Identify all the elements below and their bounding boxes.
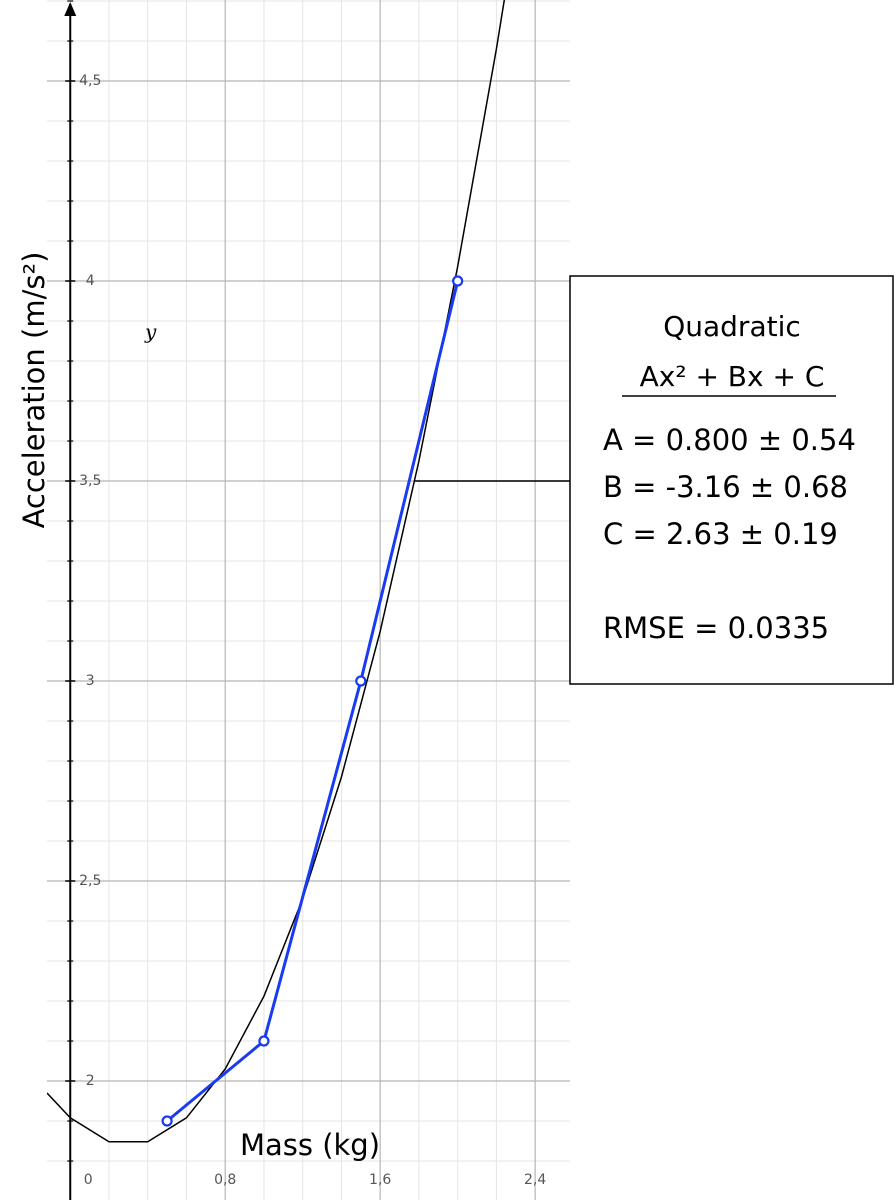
data-point <box>355 675 367 687</box>
y-axis-label: Acceleration (m/s²) <box>17 252 51 529</box>
y-tick-label: 3 <box>86 673 95 689</box>
callout-line: A = 0.800 ± 0.54 <box>603 423 856 457</box>
callout-box <box>569 275 894 685</box>
x-tick-label: 2,4 <box>524 1172 546 1188</box>
data-point <box>258 1035 270 1047</box>
axes: 0 0,8 1,6 2,4 2 2,5 3 3,5 4 4,5 <box>64 0 570 1200</box>
callout-formula: Ax² + Bx + C <box>640 360 825 393</box>
y-axis-name: y <box>144 320 157 344</box>
y-tick-label: 4 <box>86 273 95 289</box>
data-line <box>166 280 460 1123</box>
x-tick-label: 1,6 <box>369 1172 391 1188</box>
grid <box>47 0 570 1200</box>
y-tick-label: 2,5 <box>79 873 101 889</box>
y-axis-arrow <box>64 2 77 16</box>
x-tick-label: 0 <box>84 1172 93 1188</box>
x-tick-label: 0,8 <box>214 1172 236 1188</box>
y-tick-label: 2 <box>86 1073 95 1089</box>
callout-line: RMSE = 0.0335 <box>603 611 829 645</box>
data-point <box>452 275 464 287</box>
callout-line: C = 2.63 ± 0.19 <box>603 517 838 551</box>
y-tick-label: 4,5 <box>79 73 101 89</box>
plot-area <box>47 0 506 1143</box>
y-tick-label: 3,5 <box>79 473 101 489</box>
callout-title: Quadratic <box>663 310 801 343</box>
x-axis-label: Mass (kg) <box>240 1128 380 1162</box>
callout-line: B = -3.16 ± 0.68 <box>603 470 848 504</box>
fit-curve <box>47 0 506 1143</box>
callout: Quadratic Ax² + Bx + C A = 0.800 ± 0.54 … <box>569 275 894 685</box>
data-point <box>161 1115 173 1127</box>
